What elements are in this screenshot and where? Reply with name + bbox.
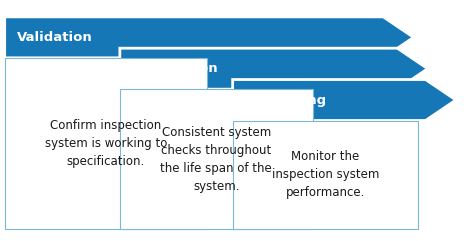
- FancyBboxPatch shape: [5, 58, 207, 229]
- FancyBboxPatch shape: [120, 89, 313, 229]
- Text: Monitor the
inspection system
performance.: Monitor the inspection system performanc…: [272, 150, 379, 199]
- Text: Consistent system
checks throughout
the life span of the
system.: Consistent system checks throughout the …: [160, 126, 272, 193]
- Text: Verification: Verification: [132, 62, 218, 75]
- Polygon shape: [120, 48, 428, 89]
- Text: Monitoring: Monitoring: [244, 94, 327, 107]
- FancyBboxPatch shape: [233, 120, 418, 229]
- Text: Validation: Validation: [16, 31, 92, 44]
- Text: Confirm inspection
system is working to
specification.: Confirm inspection system is working to …: [45, 119, 167, 168]
- Polygon shape: [5, 17, 414, 58]
- Polygon shape: [233, 80, 456, 120]
